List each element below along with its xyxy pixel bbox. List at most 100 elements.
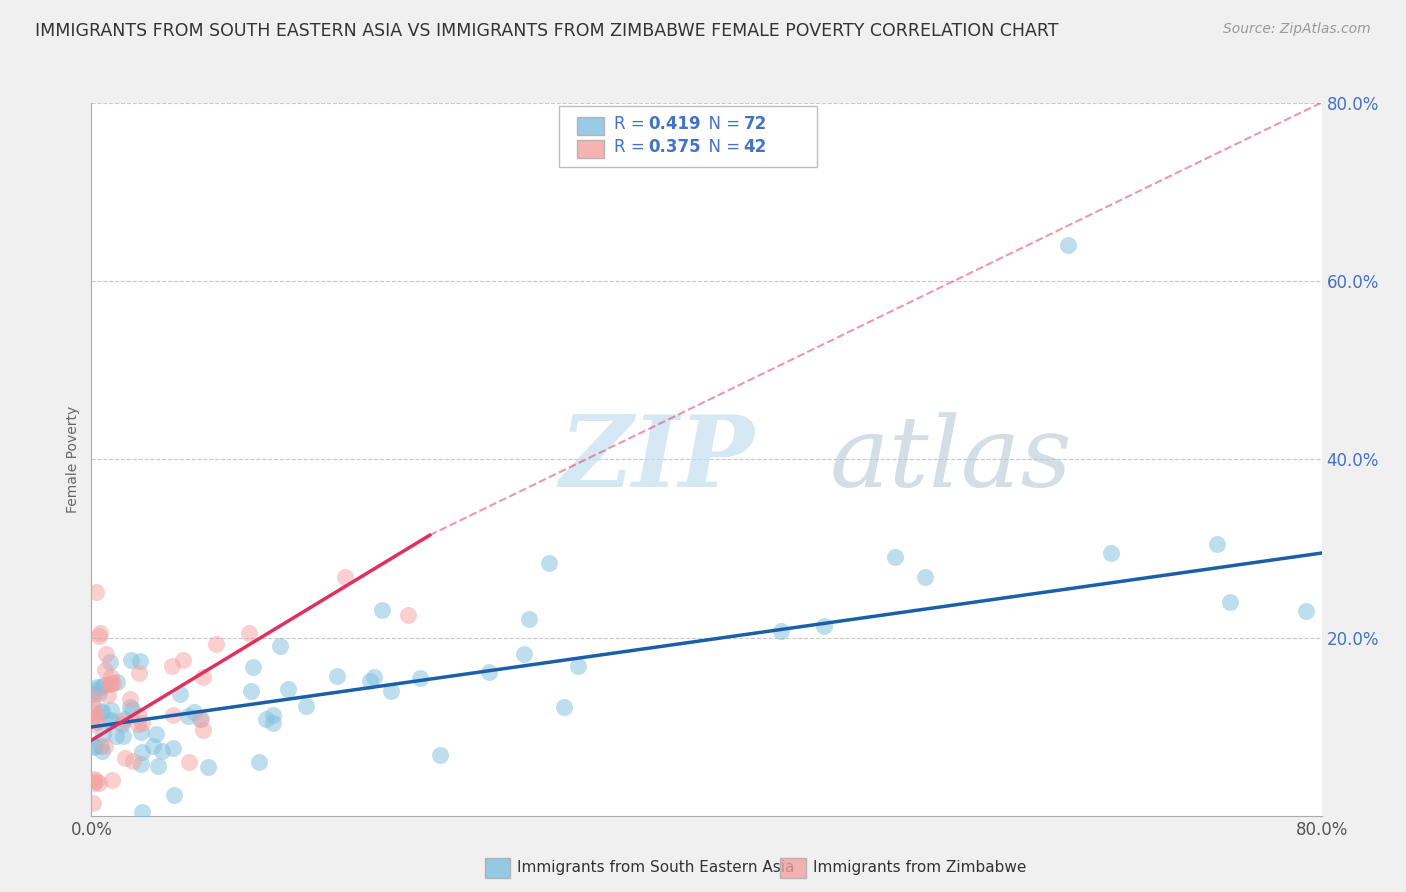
Point	[111, 729, 134, 743]
Point	[84, 682, 107, 697]
Point	[129, 757, 152, 772]
Point	[83, 775, 105, 789]
Text: ZIP: ZIP	[558, 411, 754, 508]
Point	[98, 655, 121, 669]
Point	[380, 684, 402, 698]
Point	[160, 658, 183, 673]
Point	[883, 550, 905, 565]
Text: R =: R =	[614, 138, 650, 156]
Point	[120, 700, 142, 714]
Point	[91, 744, 114, 758]
Point	[813, 619, 835, 633]
Point	[129, 725, 152, 739]
Point	[277, 681, 299, 696]
Point	[770, 624, 793, 638]
FancyBboxPatch shape	[558, 106, 817, 167]
Text: Immigrants from South Eastern Asia: Immigrants from South Eastern Asia	[517, 860, 794, 874]
Point	[93, 678, 115, 692]
Text: atlas: atlas	[830, 412, 1073, 507]
Point	[97, 688, 120, 702]
Y-axis label: Female Poverty: Female Poverty	[66, 406, 80, 513]
Point	[150, 744, 173, 758]
Point	[105, 675, 128, 690]
Text: Source: ZipAtlas.com: Source: ZipAtlas.com	[1223, 22, 1371, 37]
Point	[177, 756, 200, 770]
Point	[238, 626, 260, 640]
Point	[553, 700, 575, 714]
Point	[120, 652, 142, 666]
Point	[91, 704, 114, 718]
Point	[1295, 605, 1317, 619]
Point	[93, 727, 115, 741]
Point	[83, 739, 105, 753]
Text: 0.419: 0.419	[648, 115, 702, 134]
Text: 72: 72	[744, 115, 766, 134]
Point	[242, 659, 264, 673]
Point	[128, 666, 150, 681]
Point	[142, 739, 165, 754]
Point	[82, 716, 104, 731]
Point	[513, 647, 536, 661]
Point	[325, 669, 347, 683]
Point	[104, 729, 127, 743]
Point	[114, 751, 136, 765]
Point	[100, 703, 122, 717]
Point	[83, 772, 105, 786]
Point	[89, 626, 111, 640]
Point	[240, 684, 263, 698]
Point	[86, 715, 108, 730]
Point	[263, 708, 285, 723]
Point	[1205, 537, 1227, 551]
Point	[162, 707, 184, 722]
Point	[429, 747, 451, 762]
Point	[294, 699, 316, 714]
Point	[112, 712, 135, 726]
Point	[87, 629, 110, 643]
Point	[162, 740, 184, 755]
Point	[89, 706, 111, 720]
Point	[914, 570, 936, 584]
Point	[82, 687, 104, 701]
Point	[205, 637, 228, 651]
Text: IMMIGRANTS FROM SOUTH EASTERN ASIA VS IMMIGRANTS FROM ZIMBABWE FEMALE POVERTY CO: IMMIGRANTS FROM SOUTH EASTERN ASIA VS IM…	[35, 22, 1059, 40]
Text: N =: N =	[697, 138, 745, 156]
Point	[359, 673, 381, 688]
Point	[247, 755, 270, 769]
Point	[128, 708, 150, 723]
Point	[86, 584, 108, 599]
Point	[131, 745, 153, 759]
Point	[190, 712, 212, 726]
Point	[169, 687, 191, 701]
Point	[100, 670, 122, 684]
Point	[128, 654, 150, 668]
Point	[188, 712, 211, 726]
Point	[409, 671, 432, 685]
Point	[83, 740, 105, 755]
Point	[96, 647, 118, 661]
Point	[163, 788, 186, 802]
Point	[100, 677, 122, 691]
Point	[176, 709, 198, 723]
Point	[101, 676, 124, 690]
Point	[1099, 546, 1122, 560]
Point	[333, 570, 356, 584]
Text: Immigrants from Zimbabwe: Immigrants from Zimbabwe	[813, 860, 1026, 874]
Text: N =: N =	[697, 115, 745, 134]
Point	[363, 669, 385, 683]
Point	[111, 717, 134, 731]
Point	[84, 709, 107, 723]
Text: 0.375: 0.375	[648, 138, 702, 156]
Point	[82, 796, 104, 810]
FancyBboxPatch shape	[578, 140, 605, 158]
Point	[90, 739, 112, 753]
Point	[371, 603, 394, 617]
Point	[567, 658, 589, 673]
Point	[127, 717, 149, 731]
Point	[120, 691, 142, 706]
Point	[111, 714, 134, 728]
Point	[84, 706, 107, 720]
Point	[86, 681, 108, 695]
Point	[89, 680, 111, 694]
Point	[89, 686, 111, 700]
Point	[146, 758, 169, 772]
